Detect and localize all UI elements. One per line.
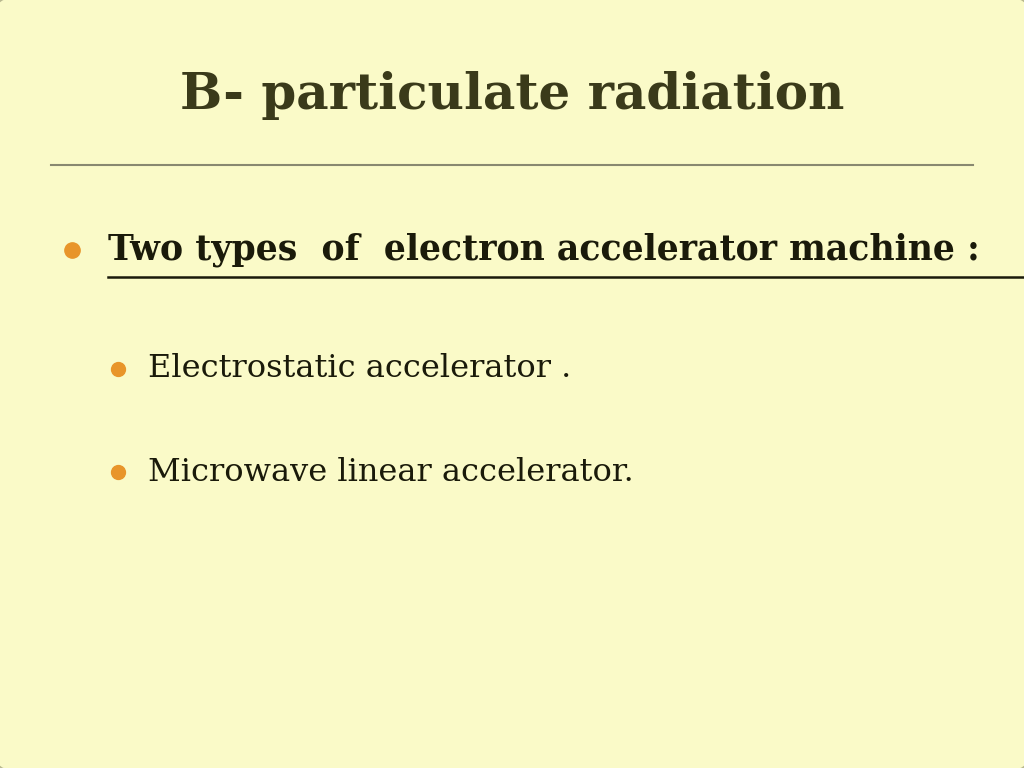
- Text: Electrostatic accelerator .: Electrostatic accelerator .: [148, 353, 571, 384]
- Text: Two types  of  electron accelerator machine :: Two types of electron accelerator machin…: [108, 233, 979, 266]
- Text: B- particulate radiation: B- particulate radiation: [180, 71, 844, 121]
- Text: Microwave linear accelerator.: Microwave linear accelerator.: [148, 457, 634, 488]
